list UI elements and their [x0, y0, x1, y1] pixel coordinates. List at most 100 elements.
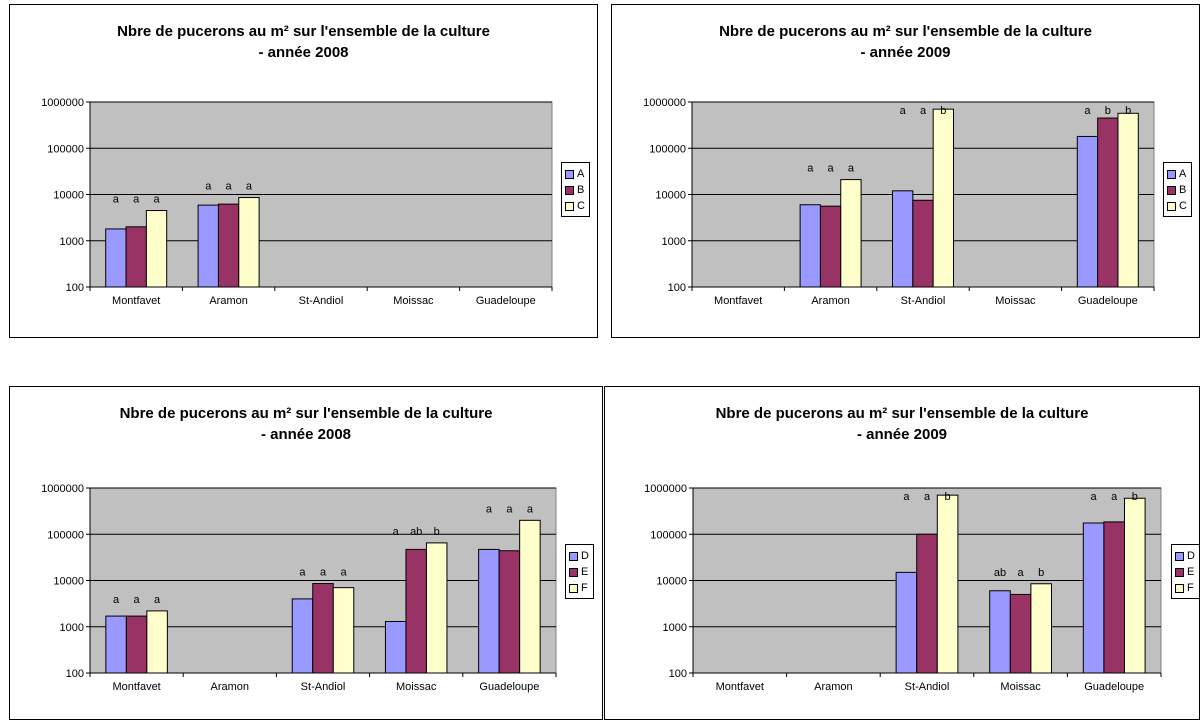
significance-letter: a: [920, 105, 927, 117]
chart-panel: Nbre de pucerons au m² sur l'ensemble de…: [9, 4, 598, 338]
bar: [217, 203, 240, 288]
legend-swatch: [1167, 201, 1176, 211]
significance-letter: a: [903, 491, 910, 503]
significance-letter: a: [1111, 491, 1118, 503]
legend-item: C: [565, 198, 585, 214]
bar: [478, 548, 500, 674]
y-tick-label: 10000: [656, 576, 687, 588]
bar-chart: 100 1000 10000 100000 1000000 Montfavet Aramon…: [41, 97, 553, 307]
bar-chart: 100 1000 10000 100000 1000000 Montfavet Aramon…: [644, 483, 1162, 693]
legend-swatch: [1167, 169, 1176, 179]
y-tick-label: 1000000: [41, 483, 84, 495]
x-tick-label: Aramon: [211, 681, 250, 693]
x-tick-label: Guadeloupe: [1078, 295, 1138, 307]
significance-letter: a: [848, 163, 855, 175]
bar: [332, 587, 355, 674]
chart-title-line: Nbre de pucerons au m² sur l'ensemble de…: [719, 23, 1092, 40]
significance-letter: a: [900, 105, 907, 117]
legend-label: A: [1179, 168, 1187, 180]
x-tick-label: Aramon: [811, 295, 850, 307]
y-tick-label: 100: [66, 668, 84, 680]
bar: [936, 494, 959, 674]
x-tick-label: Moissac: [396, 681, 437, 693]
x-tick-label: Guadeloupe: [1084, 681, 1144, 693]
significance-letter: a: [506, 503, 513, 515]
x-tick-label: Montfavet: [716, 681, 764, 693]
bar-chart: 100 1000 10000 100000 1000000 Montfavet Aramon…: [643, 97, 1155, 307]
bar: [1030, 583, 1052, 674]
legend-swatch: [569, 551, 578, 561]
bar: [1009, 593, 1032, 674]
bar: [519, 519, 541, 674]
chart-title: Nbre de pucerons au m² sur l'ensemble de…: [10, 21, 597, 63]
legend-swatch: [1167, 185, 1176, 195]
significance-letter: b: [945, 491, 951, 503]
significance-letter: a: [828, 163, 835, 175]
legend-label: A: [577, 168, 585, 180]
bar: [125, 226, 147, 288]
significance-letter: a: [1084, 105, 1091, 117]
legend-swatch: [565, 201, 574, 211]
bar: [125, 615, 148, 674]
chart-title-line: Nbre de pucerons au m² sur l'ensemble de…: [715, 405, 1089, 422]
significance-letter: b: [940, 105, 946, 117]
significance-letter: a: [393, 526, 400, 538]
bar: [799, 204, 821, 288]
x-tick-label: Aramon: [814, 681, 853, 693]
bar: [146, 610, 168, 674]
significance-letter: a: [299, 567, 306, 579]
x-tick-label: St-Andiol: [901, 295, 946, 307]
x-tick-label: Moissac: [393, 295, 434, 307]
bar: [912, 199, 934, 288]
bar: [892, 190, 914, 288]
chart-title-line: - année 2008: [258, 44, 349, 61]
legend-item: A: [1167, 166, 1187, 182]
legend-label: C: [1179, 200, 1187, 212]
y-tick-label: 1000: [60, 236, 84, 248]
bar: [932, 108, 954, 288]
legend: A B C: [1163, 162, 1192, 217]
chart-title-line: - année 2009: [860, 44, 951, 61]
y-tick-label: 100000: [650, 529, 687, 541]
bar: [1117, 112, 1139, 288]
legend-swatch: [1175, 567, 1184, 577]
bar: [1123, 497, 1146, 674]
significance-letter: b: [1105, 105, 1111, 117]
significance-letter: a: [134, 594, 141, 606]
bar-chart: 100 1000 10000 100000 1000000 Montfavet Aramon…: [41, 483, 557, 693]
significance-letter: a: [153, 194, 160, 206]
legend-item: F: [569, 580, 589, 596]
y-tick-label: 100: [66, 282, 84, 294]
significance-letter: a: [1091, 491, 1098, 503]
x-tick-label: Montfavet: [714, 295, 762, 307]
legend-label: B: [1179, 184, 1187, 196]
y-tick-label: 1000000: [643, 97, 686, 109]
y-tick-label: 10000: [53, 576, 84, 588]
bar: [989, 590, 1011, 674]
chart-title-line: Nbre de pucerons au m² sur l'ensemble de…: [117, 23, 490, 40]
bar: [1103, 521, 1125, 674]
chart-panel: Nbre de pucerons au m² sur l'ensemble de…: [611, 4, 1200, 338]
legend-item: E: [1175, 564, 1195, 580]
x-tick-label: Moissac: [995, 295, 1036, 307]
significance-letter: a: [320, 567, 327, 579]
chart-title-line: Nbre de pucerons au m² sur l'ensemble de…: [119, 405, 493, 422]
x-tick-label: St-Andiol: [301, 681, 346, 693]
legend: D E F: [1171, 544, 1200, 599]
bar: [384, 620, 407, 674]
bar: [916, 533, 938, 674]
significance-letter: a: [807, 163, 814, 175]
legend-item: C: [1167, 198, 1187, 214]
legend-label: E: [1187, 566, 1195, 578]
bar: [145, 210, 168, 288]
chart-title: Nbre de pucerons au m² sur l'ensemble de…: [612, 21, 1199, 63]
bar: [197, 204, 219, 288]
chart-title-line: - année 2009: [856, 426, 948, 443]
y-tick-label: 100000: [47, 143, 84, 155]
y-tick-label: 1000000: [41, 97, 84, 109]
significance-letter: a: [246, 181, 253, 193]
y-tick-label: 100000: [649, 143, 686, 155]
x-tick-label: St-Andiol: [905, 681, 950, 693]
significance-letter: ab: [994, 567, 1006, 579]
y-tick-label: 1000: [662, 236, 686, 248]
